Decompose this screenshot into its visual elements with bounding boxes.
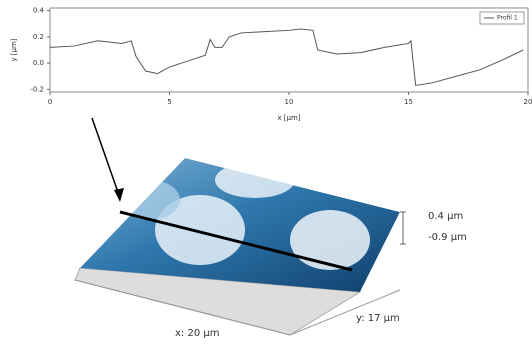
y-tick-label: 0.4 [33, 7, 45, 15]
profile-line [119, 210, 353, 272]
legend: Profil 1 [479, 11, 525, 25]
y-tick-label: -0.2 [30, 85, 44, 93]
surface-peak [155, 195, 245, 265]
x-tick-label: 5 [167, 98, 171, 106]
y-edge [289, 289, 401, 336]
x-edge [74, 279, 291, 336]
x-size-label: x: 20 µm [175, 328, 219, 339]
z-min-label: -0.9 µm [428, 232, 467, 243]
legend-label: Profil 1 [497, 15, 518, 22]
surface-peak [215, 162, 295, 198]
z-max-label: 0.4 µm [428, 211, 463, 222]
plot-frame [49, 7, 529, 93]
profile-plot: 0.4 0.2 0.0 -0.2 0 5 10 15 20 [30, 7, 532, 106]
y-size-label: y: 17 µm [356, 313, 400, 324]
x-tick-label: 20 [524, 98, 532, 106]
y-axis-label: y [µm] [10, 38, 18, 61]
arrow-head [114, 188, 124, 202]
arrow [91, 117, 121, 199]
surface-peak [290, 210, 370, 270]
surface [80, 158, 400, 292]
y-tick-label: 0.0 [33, 59, 44, 67]
legend-box [479, 11, 525, 25]
x-tick-label: 10 [285, 98, 294, 106]
profile-series [49, 28, 524, 87]
x-tick-label: 0 [48, 98, 52, 106]
y-tick-label: 0.2 [33, 33, 44, 41]
z-scale [400, 211, 406, 245]
x-tick-label: 15 [404, 98, 413, 106]
x-axis-label: x [µm] [277, 114, 300, 122]
